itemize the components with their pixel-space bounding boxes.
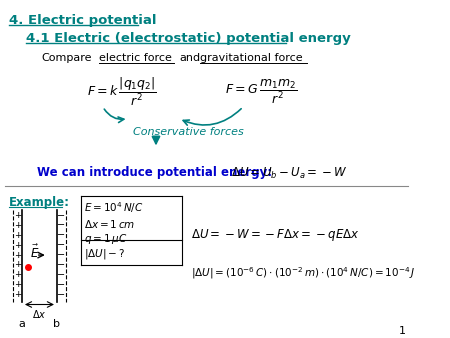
Text: −: − — [58, 211, 66, 220]
Text: gravitational force: gravitational force — [200, 53, 303, 64]
Text: $\Delta x$: $\Delta x$ — [32, 309, 47, 320]
Text: +: + — [14, 241, 21, 250]
Text: b: b — [54, 319, 60, 329]
Text: $\vec{E}$: $\vec{E}$ — [30, 244, 40, 261]
Text: −: − — [58, 280, 66, 290]
Text: $F = k\,\dfrac{|q_1 q_2|}{r^2}$: $F = k\,\dfrac{|q_1 q_2|}{r^2}$ — [87, 76, 157, 108]
Text: $|\Delta U| = (10^{-6}\,C)\cdot(10^{-2}\,m)\cdot(10^{4}\,N/C) = 10^{-4}\,J$: $|\Delta U| = (10^{-6}\,C)\cdot(10^{-2}\… — [191, 265, 415, 281]
Text: Example:: Example: — [9, 196, 70, 209]
Text: −: − — [58, 220, 66, 231]
Text: $\Delta U = U_b - U_a = -W$: $\Delta U = U_b - U_a = -W$ — [231, 166, 348, 181]
Text: We can introduce potential energy:: We can introduce potential energy: — [37, 166, 272, 179]
Text: +: + — [14, 270, 21, 279]
Text: −: − — [58, 230, 66, 240]
Text: Compare: Compare — [41, 53, 92, 64]
Text: +: + — [14, 231, 21, 240]
Text: $E = 10^4\,N/C$: $E = 10^4\,N/C$ — [85, 201, 144, 216]
Text: +: + — [14, 250, 21, 260]
Text: $\Delta U = -W = -F\Delta x = -qE\Delta x$: $\Delta U = -W = -F\Delta x = -qE\Delta … — [191, 227, 360, 243]
Text: +: + — [14, 261, 21, 269]
Text: −: − — [58, 250, 66, 260]
Text: $q = 1\,\mu C$: $q = 1\,\mu C$ — [85, 232, 128, 246]
Text: and: and — [180, 53, 201, 64]
Text: +: + — [14, 221, 21, 230]
Text: −: − — [58, 240, 66, 250]
Text: 4.1 Electric (electrostatic) potential energy: 4.1 Electric (electrostatic) potential e… — [26, 32, 351, 45]
Text: $|\Delta U| - ?$: $|\Delta U| - ?$ — [85, 247, 126, 261]
Text: 1: 1 — [399, 326, 405, 336]
Text: −: − — [58, 290, 66, 299]
Text: $F = G\,\dfrac{m_1 m_2}{r^2}$: $F = G\,\dfrac{m_1 m_2}{r^2}$ — [225, 78, 297, 106]
Text: 4. Electric potential: 4. Electric potential — [9, 14, 157, 27]
Text: $\Delta x = 1\,cm$: $\Delta x = 1\,cm$ — [85, 217, 136, 230]
Text: electric force: electric force — [99, 53, 172, 64]
Text: −: − — [58, 270, 66, 280]
Text: +: + — [14, 211, 21, 220]
Text: Conservative forces: Conservative forces — [133, 126, 244, 137]
Text: −: − — [58, 260, 66, 270]
Text: +: + — [14, 280, 21, 289]
Text: +: + — [14, 290, 21, 299]
Text: a: a — [18, 319, 26, 329]
